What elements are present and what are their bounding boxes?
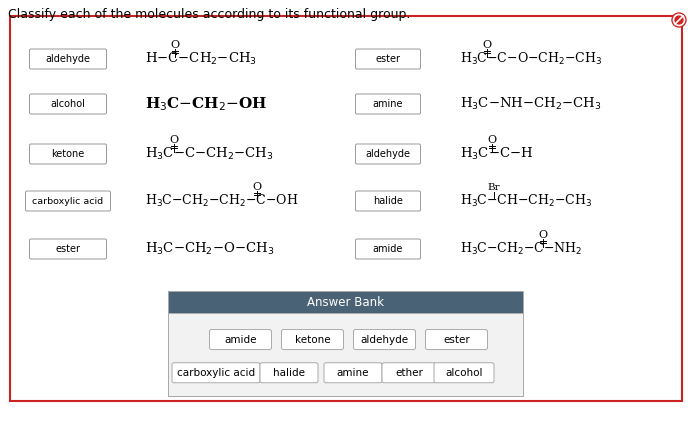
Text: H$_3$C$-$NH$-$CH$_2$$-$CH$_3$: H$_3$C$-$NH$-$CH$_2$$-$CH$_3$ xyxy=(460,96,601,112)
Text: H$_3$C$-$CH$_2$$-$CH$_2$$-$C$-$OH: H$_3$C$-$CH$_2$$-$CH$_2$$-$C$-$OH xyxy=(145,193,298,209)
Text: H$_3$C$-$CH$_2$$-$C$-$NH$_2$: H$_3$C$-$CH$_2$$-$C$-$NH$_2$ xyxy=(460,241,582,257)
FancyBboxPatch shape xyxy=(172,363,260,383)
Text: H$_3$C$-$CH$_2$$-$O$-$CH$_3$: H$_3$C$-$CH$_2$$-$O$-$CH$_3$ xyxy=(145,241,274,257)
Text: H$_3$C$-$CH$_2$$-$OH: H$_3$C$-$CH$_2$$-$OH xyxy=(145,95,267,113)
Text: alcohol: alcohol xyxy=(50,99,85,109)
Text: ketone: ketone xyxy=(51,149,85,159)
Text: H$-$C$-$CH$_2$$-$CH$_3$: H$-$C$-$CH$_2$$-$CH$_3$ xyxy=(145,51,257,67)
Text: ether: ether xyxy=(395,368,423,378)
Text: Br: Br xyxy=(488,182,500,191)
FancyBboxPatch shape xyxy=(356,49,421,69)
FancyBboxPatch shape xyxy=(281,329,344,349)
Text: ester: ester xyxy=(55,244,80,254)
Circle shape xyxy=(672,13,686,27)
Text: ester: ester xyxy=(375,54,400,64)
Text: amide: amide xyxy=(224,335,257,345)
Text: carboxylic acid: carboxylic acid xyxy=(177,368,255,378)
Text: Classify each of the molecules according to its functional group.: Classify each of the molecules according… xyxy=(8,8,410,21)
FancyBboxPatch shape xyxy=(29,94,106,114)
Text: alcohol: alcohol xyxy=(445,368,483,378)
Text: aldehyde: aldehyde xyxy=(365,149,410,159)
Text: O: O xyxy=(253,182,262,192)
Text: amide: amide xyxy=(373,244,403,254)
Text: O: O xyxy=(538,230,547,240)
Text: amine: amine xyxy=(372,99,403,109)
Text: Answer Bank: Answer Bank xyxy=(307,296,384,309)
FancyBboxPatch shape xyxy=(260,363,318,383)
FancyBboxPatch shape xyxy=(168,291,523,313)
Text: H$_3$C$-$C$-$CH$_2$$-$CH$_3$: H$_3$C$-$C$-$CH$_2$$-$CH$_3$ xyxy=(145,146,274,162)
Text: O: O xyxy=(487,135,496,145)
Text: O: O xyxy=(170,40,180,50)
Text: halide: halide xyxy=(273,368,305,378)
FancyBboxPatch shape xyxy=(29,239,106,259)
Text: carboxylic acid: carboxylic acid xyxy=(32,197,104,206)
FancyBboxPatch shape xyxy=(209,329,272,349)
FancyBboxPatch shape xyxy=(10,16,682,401)
Text: aldehyde: aldehyde xyxy=(360,335,409,345)
FancyBboxPatch shape xyxy=(356,239,421,259)
FancyBboxPatch shape xyxy=(168,313,523,396)
Text: ester: ester xyxy=(443,335,470,345)
FancyBboxPatch shape xyxy=(426,329,487,349)
FancyBboxPatch shape xyxy=(29,49,106,69)
Text: H$_3$C$-$C$-$H: H$_3$C$-$C$-$H xyxy=(460,146,533,162)
Text: O: O xyxy=(169,135,178,145)
Text: O: O xyxy=(482,40,491,50)
Text: H$_3$C$-$CH$-$CH$_2$$-$CH$_3$: H$_3$C$-$CH$-$CH$_2$$-$CH$_3$ xyxy=(460,193,592,209)
Text: aldehyde: aldehyde xyxy=(46,54,90,64)
FancyBboxPatch shape xyxy=(25,191,111,211)
FancyBboxPatch shape xyxy=(29,144,106,164)
Text: ketone: ketone xyxy=(295,335,330,345)
Text: halide: halide xyxy=(373,196,403,206)
FancyBboxPatch shape xyxy=(382,363,436,383)
FancyBboxPatch shape xyxy=(356,144,421,164)
FancyBboxPatch shape xyxy=(434,363,494,383)
Text: H$_3$C$-$C$-$O$-$CH$_2$$-$CH$_3$: H$_3$C$-$C$-$O$-$CH$_2$$-$CH$_3$ xyxy=(460,51,602,67)
FancyBboxPatch shape xyxy=(356,94,421,114)
Text: amine: amine xyxy=(337,368,370,378)
FancyBboxPatch shape xyxy=(354,329,416,349)
FancyBboxPatch shape xyxy=(356,191,421,211)
FancyBboxPatch shape xyxy=(324,363,382,383)
